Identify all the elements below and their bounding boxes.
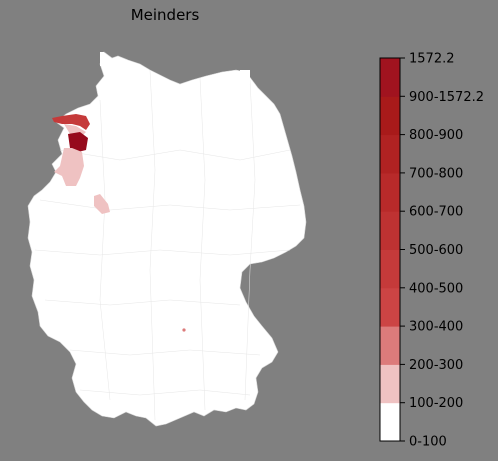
legend-band [380,58,400,97]
legend-band [380,249,400,289]
region-lippe-area [94,194,110,214]
legend-tick-label: 900-1572.2 [409,90,484,105]
legend-ticks: 1572.2 900-1572.2 800-900 700-800 600-700 500… [400,52,484,450]
district-lines [34,69,301,421]
legend-tick-label: 700-800 [409,166,463,181]
legend-band [380,134,400,174]
legend-band [380,96,400,136]
legend-band [380,287,400,327]
legend-tick-label: 0-100 [409,435,447,450]
legend-tick-label: 200-300 [409,358,463,373]
germany-outline [27,51,307,427]
legend-tick-label: 300-400 [409,320,463,335]
legend-tick-label: 1572.2 [409,52,455,67]
legend-band [380,402,400,442]
legend-band [380,172,400,212]
legend-colorbar [380,58,400,442]
region-leer-emsland-north [54,148,84,186]
legend-tick-label: 400-500 [409,281,463,296]
region-aurich-wittmund [68,132,88,152]
legend-band [380,364,400,404]
region-north-frisian-coast [52,114,90,130]
legend-tick-label: 500-600 [409,243,463,258]
legend-tick-label: 100-200 [409,396,463,411]
legend-band [380,211,400,250]
legend-band [380,326,400,365]
legend-tick-label: 800-900 [409,128,463,143]
legend-tick-label: 600-700 [409,205,463,220]
map-title: Meinders [130,6,200,24]
region-small-dot [182,328,186,332]
